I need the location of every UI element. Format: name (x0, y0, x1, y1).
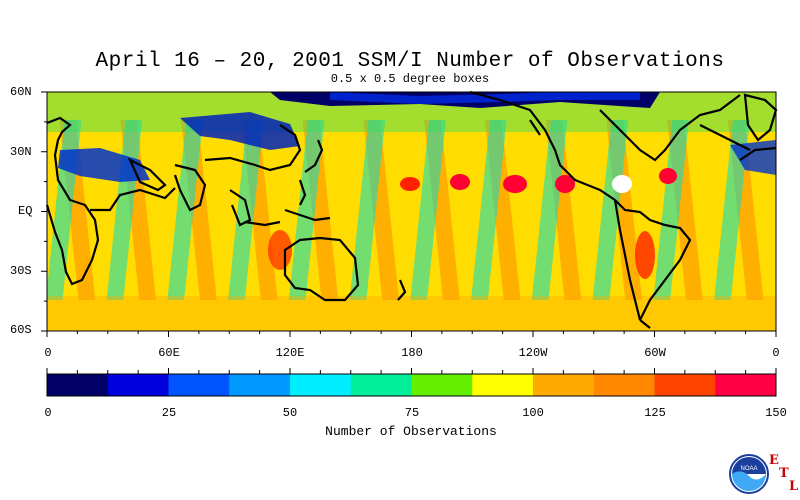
colorbar-label-150: 150 (765, 406, 787, 420)
lon-label-0-right: 0 (772, 346, 780, 360)
etl-letter-t: T (779, 466, 789, 481)
lat-label-60s: 60S (10, 323, 32, 337)
colorbar-segment (290, 374, 352, 396)
colorbar-title: Number of Observations (325, 424, 497, 439)
colorbar-label-50: 50 (282, 406, 298, 420)
colorbar-segment (472, 374, 534, 396)
etl-letter-l: L (789, 479, 799, 494)
colorbar (47, 374, 777, 396)
page-title: April 16 – 20, 2001 SSM/I Number of Obse… (95, 50, 725, 73)
colorbar-segment (533, 374, 595, 396)
colorbar-segment (47, 374, 109, 396)
observation-field (47, 92, 776, 331)
colorbar-segment (411, 374, 473, 396)
etl-letter-e: E (769, 453, 779, 468)
colorbar-label-125: 125 (644, 406, 666, 420)
colorbar-label-75: 75 (404, 406, 420, 420)
colorbar-segment (715, 374, 777, 396)
lat-label-60n: 60N (10, 85, 32, 99)
lon-label-120w: 120W (518, 346, 548, 360)
colorbar-frame (46, 373, 777, 397)
lon-label-120e: 120E (275, 346, 305, 360)
colorbar-segment (654, 374, 716, 396)
colorbar-segment (593, 374, 655, 396)
colorbar-label-25: 25 (161, 406, 177, 420)
page-subtitle: 0.5 x 0.5 degree boxes (330, 72, 490, 86)
colorbar-segment (350, 374, 412, 396)
lat-label-eq: EQ (18, 204, 33, 218)
lat-label-30s: 30S (10, 264, 32, 278)
lat-label-30n: 30N (10, 145, 32, 159)
lon-label-180: 180 (401, 346, 423, 360)
colorbar-segment (107, 374, 169, 396)
lon-label-0: 0 (44, 346, 52, 360)
lon-label-60w: 60W (644, 346, 666, 360)
colorbar-label-100: 100 (522, 406, 544, 420)
colorbar-label-0: 0 (44, 406, 52, 420)
colorbar-segment (168, 374, 230, 396)
coastlines (45, 90, 778, 329)
colorbar-segment (229, 374, 291, 396)
noaa-logo-text: NOAA (740, 466, 757, 472)
lon-label-60e: 60E (158, 346, 180, 360)
noaa-logo-icon: NOAA (729, 454, 769, 494)
